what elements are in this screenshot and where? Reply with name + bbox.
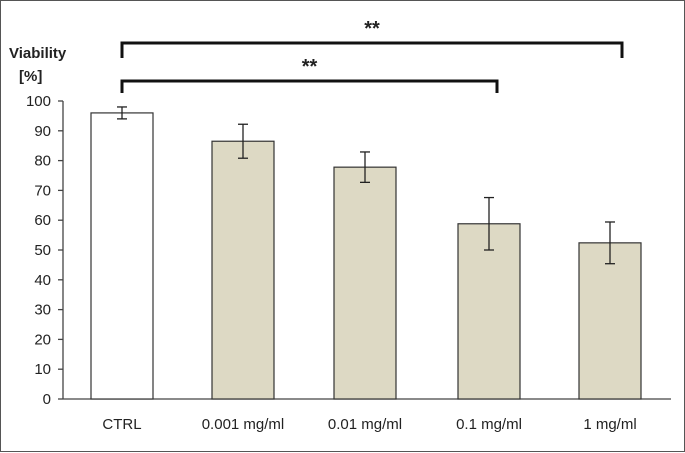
y-tick-label: 30	[34, 302, 51, 319]
y-tick-label: 70	[34, 182, 51, 199]
significance-label: **	[302, 56, 318, 78]
y-tick-label: 90	[34, 123, 51, 140]
y-tick-label: 100	[26, 93, 51, 110]
y-tick-label: 40	[34, 272, 51, 289]
y-tick-label: 80	[34, 153, 51, 170]
y-tick-label: 60	[34, 212, 51, 229]
significance-bracket	[120, 79, 499, 93]
bar	[578, 242, 642, 400]
bar	[211, 140, 275, 400]
y-tick-label: 10	[34, 361, 51, 378]
y-tick-label: 20	[34, 331, 51, 348]
bar	[457, 223, 521, 400]
x-tick-label: CTRL	[102, 416, 141, 433]
significance-bracket	[120, 41, 624, 58]
y-tick-label: 50	[34, 242, 51, 259]
x-tick-label: 0.1 mg/ml	[456, 416, 522, 433]
bar	[333, 166, 397, 400]
x-tick-label: 1 mg/ml	[583, 416, 636, 433]
bar	[90, 112, 154, 400]
y-axis-label-line1: Viability	[9, 45, 67, 62]
significance-label: **	[364, 18, 380, 40]
x-tick-label: 0.01 mg/ml	[328, 416, 402, 433]
x-tick-label: 0.001 mg/ml	[202, 416, 285, 433]
y-axis-label-line2: [%]	[19, 68, 42, 85]
y-tick-label: 0	[43, 391, 51, 408]
